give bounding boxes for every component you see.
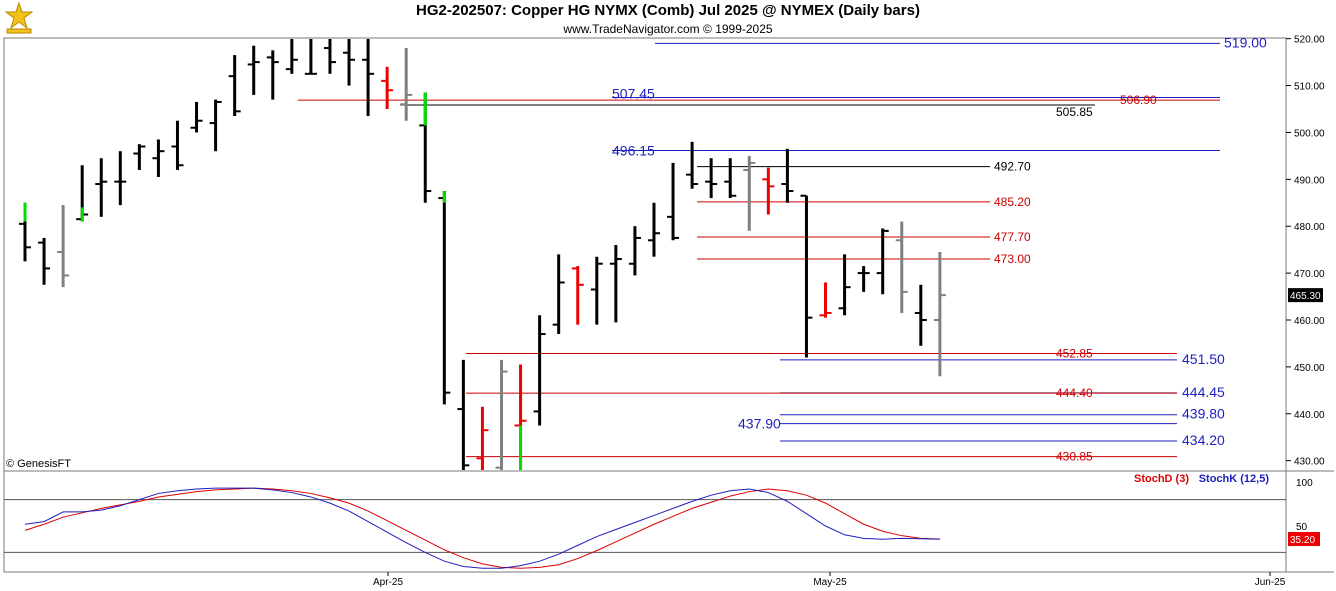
price-tick-label: 470.00 — [1294, 269, 1325, 280]
stoch-line — [24, 487, 940, 569]
time-tick-label: Apr-25 — [373, 577, 403, 588]
level-label: 496.15 — [612, 142, 655, 158]
price-tick-label: 510.00 — [1294, 82, 1325, 93]
price-tick-label: 440.00 — [1294, 410, 1325, 421]
level-label: 492.70 — [994, 160, 1031, 174]
price-tick-label: 490.00 — [1294, 175, 1325, 186]
level-label: 430.85 — [1056, 450, 1093, 464]
time-tick-label: May-25 — [813, 577, 847, 588]
level-label: 451.50 — [1182, 351, 1225, 367]
stochd-legend: StochD (3) — [1134, 473, 1189, 485]
level-label: 439.80 — [1182, 406, 1225, 422]
level-label: 444.40 — [1056, 386, 1093, 400]
stoch-last-box — [1288, 532, 1320, 547]
stochk-legend: StochK (12,5) — [1199, 473, 1270, 485]
chart-subtitle: www.TradeNavigator.com © 1999-2025 — [563, 22, 773, 36]
last-price-box — [1288, 288, 1323, 303]
tradenavigator-logo — [2, 1, 36, 36]
level-label: 437.90 — [738, 416, 781, 432]
price-axis: 520.00 510.00 500.00 490.00 480.00 470.00 460.… — [1286, 35, 1325, 468]
stoch-tick-label: 50 — [1296, 522, 1308, 533]
time-tick-label: Jun-25 — [1255, 577, 1286, 588]
stoch-tick-label: 100 — [1296, 478, 1313, 489]
price-tick-label: 520.00 — [1294, 35, 1325, 46]
price-tick-label: 450.00 — [1294, 363, 1325, 374]
level-label: 477.70 — [994, 230, 1031, 244]
level-label: 505.85 — [1056, 105, 1093, 119]
price-tick-label: 480.00 — [1294, 222, 1325, 233]
level-label: 444.45 — [1182, 384, 1225, 400]
level-label: 434.20 — [1182, 432, 1225, 448]
stochastic-panel: 100 50 35.20 — [4, 478, 1320, 569]
price-tick-label: 500.00 — [1294, 128, 1325, 139]
last-price-label: 465.30 — [1290, 291, 1321, 302]
level-label: 485.20 — [994, 195, 1031, 209]
time-axis: Apr-25 May-25 Jun-25 — [373, 572, 1286, 588]
watermark-text: © GenesisFT — [6, 458, 71, 470]
stoch-last-label: 35.20 — [1290, 535, 1315, 546]
level-label: 473.00 — [994, 252, 1031, 266]
stoch-line — [24, 487, 940, 569]
price-tick-label: 460.00 — [1294, 316, 1325, 327]
plot-area — [3, 37, 1287, 573]
chart-frame — [3, 37, 1334, 573]
level-label: 519.00 — [1224, 34, 1267, 50]
level-lines: 519.00 507.45 506.90 505.85 496.15 492.70 485.… — [298, 34, 1267, 464]
chart-title: HG2-202507: Copper HG NYMX (Comb) Jul 20… — [416, 2, 920, 19]
level-label: 452.85 — [1056, 347, 1093, 361]
level-label: 507.45 — [612, 86, 655, 102]
price-tick-label: 430.00 — [1294, 457, 1325, 468]
level-label: 506.90 — [1120, 93, 1157, 107]
price-bars — [19, 39, 946, 470]
